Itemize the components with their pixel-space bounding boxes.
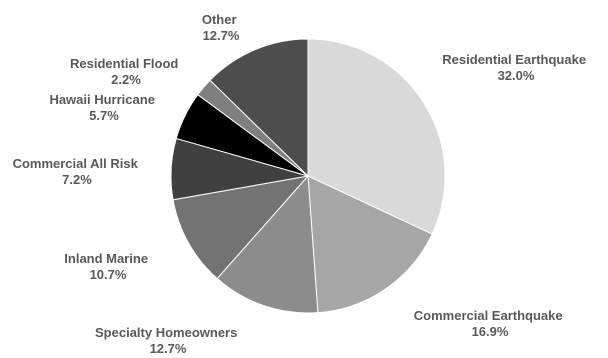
label-commercial-all-risk: Commercial All Risk 7.2%	[13, 156, 142, 187]
pie-slice-commercial-earthquake	[307, 175, 433, 314]
pie-slice-specialty-homeowners	[216, 174, 319, 314]
pie-slice-residential-earthquake	[307, 38, 446, 235]
label-hawaii-hurricane: Hawaii Hurricane 5.7%	[49, 92, 158, 123]
label-residential-earthquake: Residential Earthquake 32.0%	[442, 52, 589, 83]
pie-slice-other	[209, 38, 309, 178]
label-residential-flood: Residential Flood 2.2%	[70, 56, 182, 87]
pie-slice-inland-marine	[172, 175, 310, 280]
label-other: Other 12.7%	[202, 12, 240, 43]
label-specialty-homeowners: Specialty Homeowners 12.7%	[95, 325, 241, 356]
label-commercial-earthquake: Commercial Earthquake 16.9%	[414, 308, 566, 339]
pie-labels: Residential Earthquake 32.0% Commercial …	[13, 12, 589, 356]
pie-slices	[170, 38, 446, 314]
label-inland-marine: Inland Marine 10.7%	[64, 251, 151, 282]
